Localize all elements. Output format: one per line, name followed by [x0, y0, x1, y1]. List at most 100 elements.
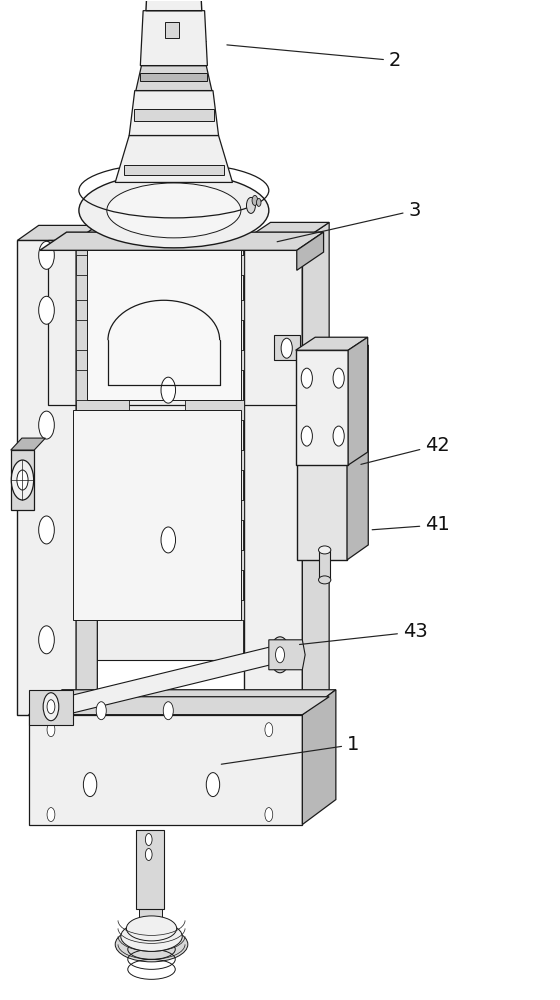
Polygon shape: [76, 350, 129, 370]
Circle shape: [276, 647, 284, 663]
Circle shape: [39, 296, 54, 324]
Ellipse shape: [121, 921, 182, 951]
Polygon shape: [185, 300, 244, 320]
Circle shape: [43, 693, 59, 721]
Circle shape: [252, 195, 258, 205]
Circle shape: [301, 368, 312, 388]
Polygon shape: [244, 232, 270, 660]
Polygon shape: [166, 22, 179, 38]
Polygon shape: [76, 255, 129, 275]
Circle shape: [265, 723, 273, 737]
Polygon shape: [185, 500, 244, 520]
Circle shape: [246, 197, 255, 213]
Circle shape: [39, 516, 54, 544]
Circle shape: [47, 808, 55, 822]
Ellipse shape: [79, 173, 269, 248]
Polygon shape: [76, 500, 129, 520]
Circle shape: [47, 700, 55, 714]
Circle shape: [333, 426, 344, 446]
Polygon shape: [40, 232, 324, 250]
Polygon shape: [76, 550, 129, 570]
Polygon shape: [348, 337, 368, 465]
Polygon shape: [269, 640, 305, 670]
Polygon shape: [87, 250, 241, 400]
Polygon shape: [302, 690, 336, 825]
Polygon shape: [11, 450, 34, 510]
Polygon shape: [185, 600, 244, 620]
Circle shape: [47, 723, 55, 737]
Circle shape: [11, 460, 34, 500]
Polygon shape: [129, 91, 218, 136]
Circle shape: [164, 702, 173, 720]
Polygon shape: [45, 642, 291, 720]
Polygon shape: [185, 400, 244, 420]
Circle shape: [17, 470, 28, 490]
Polygon shape: [185, 255, 244, 275]
Circle shape: [146, 834, 152, 846]
Circle shape: [301, 426, 312, 446]
Ellipse shape: [319, 546, 331, 554]
Polygon shape: [244, 222, 329, 240]
Polygon shape: [244, 240, 302, 715]
Polygon shape: [124, 165, 224, 175]
Polygon shape: [319, 550, 330, 580]
Circle shape: [281, 338, 292, 358]
Polygon shape: [51, 697, 329, 715]
Text: 43: 43: [300, 622, 428, 644]
Polygon shape: [347, 345, 368, 560]
Polygon shape: [141, 11, 207, 66]
Polygon shape: [302, 222, 329, 715]
Circle shape: [256, 198, 261, 206]
Circle shape: [206, 773, 220, 797]
Polygon shape: [141, 73, 207, 81]
Polygon shape: [17, 225, 97, 240]
Circle shape: [333, 368, 344, 388]
Circle shape: [146, 849, 152, 860]
Ellipse shape: [115, 927, 188, 962]
Circle shape: [83, 773, 97, 797]
Polygon shape: [139, 855, 162, 924]
Polygon shape: [76, 400, 129, 420]
Polygon shape: [73, 410, 241, 620]
Polygon shape: [29, 690, 336, 715]
Polygon shape: [136, 66, 212, 91]
Polygon shape: [136, 830, 164, 909]
Circle shape: [161, 377, 175, 403]
Polygon shape: [76, 225, 97, 715]
Polygon shape: [185, 350, 244, 370]
Circle shape: [270, 637, 290, 673]
Polygon shape: [76, 450, 129, 470]
Polygon shape: [297, 345, 368, 360]
Polygon shape: [76, 300, 129, 320]
Text: 3: 3: [277, 201, 421, 242]
Polygon shape: [296, 337, 368, 350]
Polygon shape: [134, 109, 214, 121]
Polygon shape: [76, 600, 129, 620]
Text: 1: 1: [221, 735, 360, 764]
Polygon shape: [11, 438, 45, 450]
Polygon shape: [76, 250, 244, 660]
Ellipse shape: [107, 183, 241, 238]
Polygon shape: [296, 350, 348, 465]
Text: 41: 41: [372, 515, 450, 534]
Circle shape: [96, 702, 106, 720]
Polygon shape: [297, 232, 324, 270]
Polygon shape: [274, 335, 300, 360]
Polygon shape: [297, 360, 347, 560]
Polygon shape: [29, 690, 73, 725]
Circle shape: [265, 808, 273, 822]
Circle shape: [39, 411, 54, 439]
Ellipse shape: [319, 576, 331, 584]
Polygon shape: [146, 0, 202, 11]
Polygon shape: [185, 550, 244, 570]
Circle shape: [39, 626, 54, 654]
Polygon shape: [185, 450, 244, 470]
Circle shape: [39, 241, 54, 269]
Polygon shape: [17, 240, 76, 715]
Text: 2: 2: [227, 45, 402, 70]
Text: 42: 42: [361, 436, 450, 464]
Polygon shape: [29, 715, 302, 825]
Ellipse shape: [127, 916, 176, 941]
Polygon shape: [115, 136, 232, 182]
Circle shape: [161, 527, 175, 553]
